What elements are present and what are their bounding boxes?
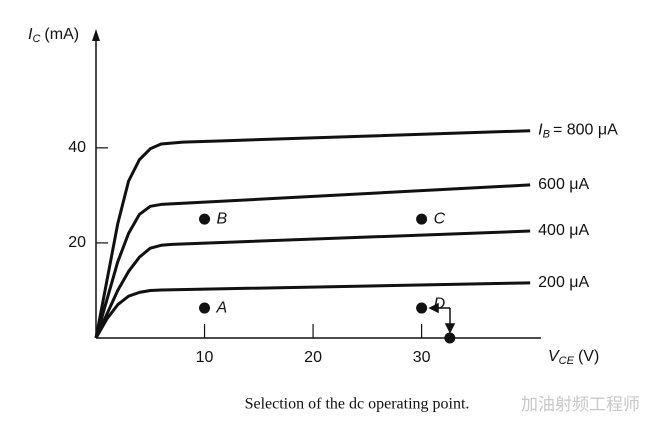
point-label: B — [217, 210, 228, 227]
y-tick-label: 40 — [68, 139, 86, 156]
y-subscript: C — [32, 33, 40, 45]
y-axis-label: IC (mA) — [28, 26, 79, 45]
caption: Selection of the dc operating point. — [245, 396, 470, 413]
curve — [94, 129, 531, 339]
series-name: = 800 μA — [553, 122, 618, 139]
d-arrows — [428, 302, 456, 334]
y-tick-label: 20 — [68, 234, 86, 251]
curve-label: 200 μA — [538, 274, 589, 291]
series-name: 200 μA — [538, 274, 589, 291]
operating-point — [199, 213, 211, 225]
curve-label: IB = 800 μA — [538, 122, 618, 141]
operating-point — [444, 332, 456, 344]
x-unit: (V) — [578, 348, 599, 365]
y-axis-arrow — [92, 29, 100, 41]
x-tick-label: 30 — [413, 349, 431, 366]
curve — [94, 281, 531, 339]
operating-point — [199, 302, 211, 314]
point-label: D — [434, 295, 446, 312]
point-label: A — [216, 299, 228, 316]
x-symbol: V — [548, 348, 560, 365]
curve-label: 400 μA — [538, 222, 589, 239]
y-unit: (mA) — [44, 26, 79, 43]
y-symbol: I — [28, 26, 33, 43]
watermark: 加油射频工程师 — [521, 395, 640, 415]
operating-point — [416, 302, 428, 314]
x-axis-label: VCE (V) — [548, 348, 599, 367]
operating-point — [416, 213, 428, 225]
x-tick-label: 20 — [304, 349, 322, 366]
point-label: C — [434, 210, 446, 227]
series-name: 600 μA — [538, 176, 589, 193]
curve — [94, 229, 531, 339]
x-tick-label: 10 — [196, 349, 214, 366]
x-subscript: CE — [559, 355, 575, 367]
curve-label: 600 μA — [538, 176, 589, 193]
ib-subscript: B — [543, 129, 550, 141]
series-name: 400 μA — [538, 222, 589, 239]
ib-symbol: I — [538, 122, 543, 139]
curve — [94, 183, 531, 339]
